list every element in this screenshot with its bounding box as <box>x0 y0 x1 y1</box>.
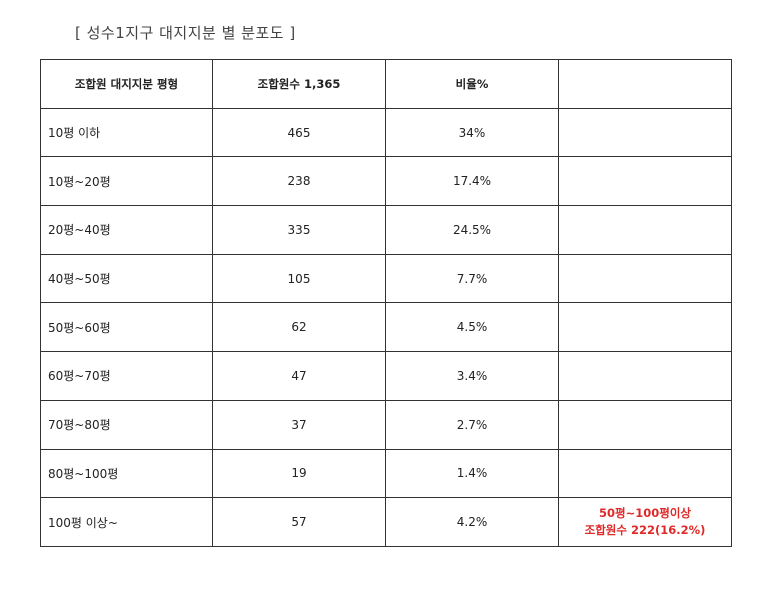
cell-count: 57 <box>212 497 386 547</box>
cell-count: 47 <box>212 351 386 401</box>
table-header-row: 조합원 대지지분 평형 조합원수 1,365 비율% <box>40 59 732 109</box>
header-range: 조합원 대지지분 평형 <box>40 59 213 109</box>
cell-range: 10평 이하 <box>40 107 213 158</box>
document-title: [ 성수1지구 대지지분 별 분포도 ] <box>75 24 296 42</box>
cell-range: 50평~60평 <box>40 302 213 353</box>
cell-ratio: 3.4% <box>385 351 559 401</box>
cell-empty <box>558 399 732 450</box>
cell-ratio: 2.7% <box>385 399 559 450</box>
cell-count: 19 <box>212 448 386 499</box>
cell-count: 105 <box>212 253 386 304</box>
note-line2: 조합원수 222(16.2%) <box>584 523 706 538</box>
table-row: 20평~40평 335 24.5% <box>40 205 732 255</box>
cell-range: 100평 이상~ <box>40 497 213 547</box>
cell-count: 62 <box>212 302 386 353</box>
cell-ratio: 4.5% <box>385 302 559 353</box>
cell-empty <box>558 448 732 499</box>
cell-empty <box>558 156 732 207</box>
cell-range: 20평~40평 <box>40 205 213 255</box>
cell-empty <box>558 107 732 158</box>
cell-range: 80평~100평 <box>40 448 213 499</box>
cell-ratio: 34% <box>385 107 559 158</box>
table-row: 80평~100평 19 1.4% <box>40 448 732 499</box>
note-line1: 50평~100평이상 <box>599 506 691 521</box>
header-count: 조합원수 1,365 <box>212 59 386 109</box>
cell-count: 37 <box>212 399 386 450</box>
table-row: 10평 이하 465 34% <box>40 107 732 158</box>
cell-count: 238 <box>212 156 386 207</box>
cell-count: 335 <box>212 205 386 255</box>
table-row: 100평 이상~ 57 4.2% 50평~100평이상 조합원수 222(16.2%) <box>40 497 732 547</box>
cell-empty <box>558 253 732 304</box>
header-ratio: 비율% <box>385 59 559 109</box>
cell-ratio: 7.7% <box>385 253 559 304</box>
cell-range: 10평~20평 <box>40 156 213 207</box>
cell-ratio: 4.2% <box>385 497 559 547</box>
cell-empty <box>558 302 732 353</box>
cell-empty <box>558 351 732 401</box>
table-row: 60평~70평 47 3.4% <box>40 351 732 401</box>
cell-empty <box>558 205 732 255</box>
cell-range: 60평~70평 <box>40 351 213 401</box>
cell-ratio: 1.4% <box>385 448 559 499</box>
cell-ratio: 24.5% <box>385 205 559 255</box>
cell-range: 70평~80평 <box>40 399 213 450</box>
cell-ratio: 17.4% <box>385 156 559 207</box>
cell-count: 465 <box>212 107 386 158</box>
header-empty <box>558 59 732 109</box>
table-row: 50평~60평 62 4.5% <box>40 302 732 353</box>
table-row: 70평~80평 37 2.7% <box>40 399 732 450</box>
cell-range: 40평~50평 <box>40 253 213 304</box>
table-row: 10평~20평 238 17.4% <box>40 156 732 207</box>
table-row: 40평~50평 105 7.7% <box>40 253 732 304</box>
distribution-table: 조합원 대지지분 평형 조합원수 1,365 비율% 10평 이하 465 34% 1… <box>40 59 732 547</box>
